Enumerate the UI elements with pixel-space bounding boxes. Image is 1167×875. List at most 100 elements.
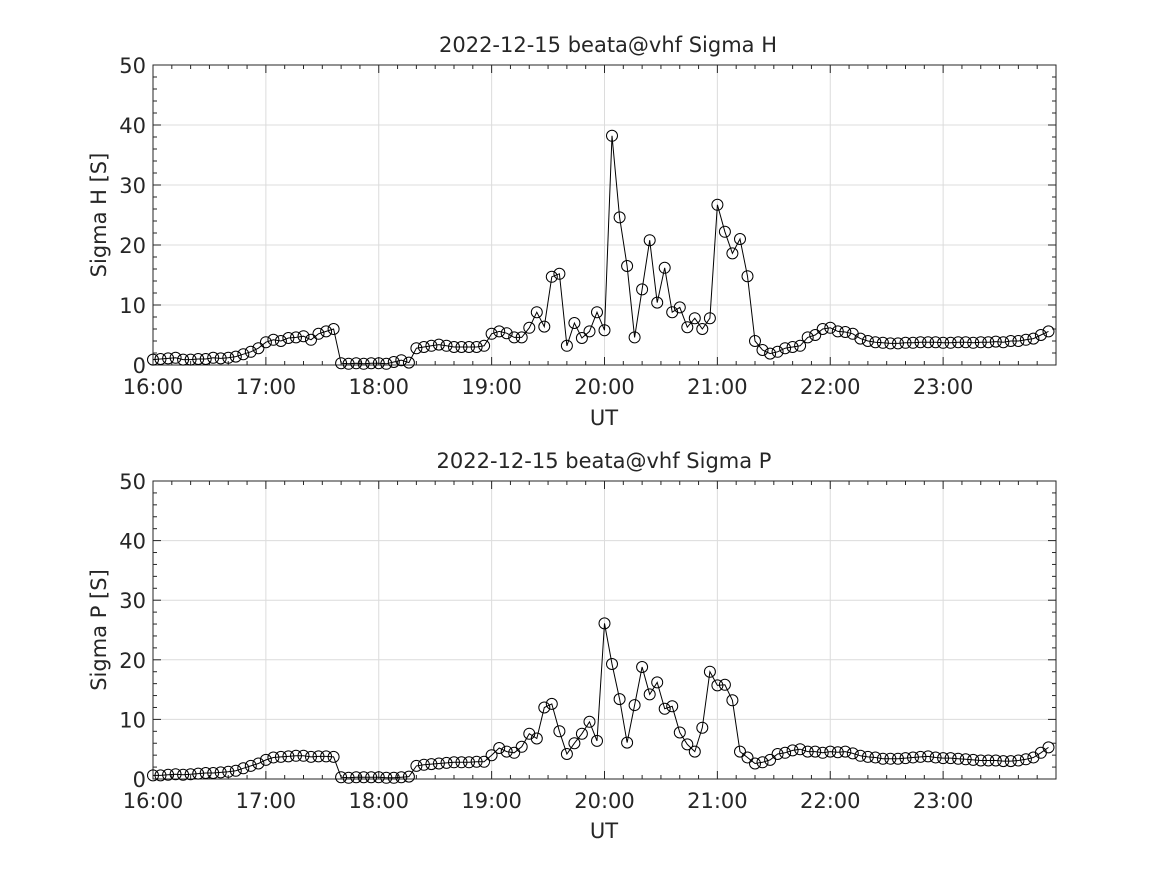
sigma-h-data-point bbox=[425, 339, 438, 352]
sigma-h-data-point bbox=[1027, 332, 1040, 345]
sigma-h-data-point bbox=[937, 336, 950, 349]
sigma-p-data-point bbox=[922, 750, 935, 763]
sigma-p-data-point bbox=[606, 658, 618, 670]
sigma-h-data-point bbox=[974, 336, 987, 349]
sigma-h-data-point bbox=[455, 341, 468, 353]
sigma-p-data-point bbox=[824, 745, 837, 758]
sigma-p-data-point bbox=[410, 759, 423, 772]
sigma-h-data-point bbox=[884, 337, 897, 350]
sigma-p-data-point bbox=[628, 699, 641, 712]
sigma-h-data-point bbox=[621, 260, 634, 272]
sigma-p-y-tick-label: 20 bbox=[119, 649, 146, 673]
sigma-h-data-point bbox=[305, 333, 317, 346]
sigma-h-data-point bbox=[703, 312, 716, 325]
sigma-p-data-point bbox=[997, 755, 1010, 768]
sigma-p-data-point bbox=[169, 768, 182, 781]
sigma-h-data-point bbox=[380, 357, 393, 370]
sigma-h-data-point bbox=[387, 356, 400, 368]
sigma-p-data-point bbox=[899, 752, 912, 765]
sigma-p-data-point bbox=[591, 734, 603, 747]
sigma-h-data-point bbox=[515, 331, 528, 344]
sigma-p-data-point bbox=[771, 748, 784, 760]
sigma-p-data-point bbox=[440, 756, 453, 769]
sigma-p-title: 2022-12-15 beata@vhf Sigma P bbox=[437, 449, 772, 473]
sigma-h-data-point bbox=[162, 352, 175, 365]
sigma-h-data-point bbox=[229, 350, 242, 363]
sigma-h-data-point bbox=[327, 323, 340, 335]
sigma-h-data-point bbox=[259, 336, 272, 349]
sigma-p-data-point bbox=[147, 769, 159, 782]
sigma-h-data-point bbox=[184, 353, 197, 366]
sigma-p-data-point bbox=[305, 750, 317, 763]
sigma-h-data-point bbox=[606, 129, 618, 142]
sigma-h-data-point bbox=[192, 353, 205, 365]
sigma-h-data-point bbox=[470, 341, 483, 353]
sigma-p-data-point bbox=[583, 715, 596, 728]
sigma-p-data-point bbox=[944, 752, 957, 765]
sigma-h-data-point bbox=[463, 341, 475, 353]
sigma-p-data-point bbox=[357, 771, 370, 784]
sigma-h-series-line bbox=[152, 135, 1049, 365]
sigma-p-data-point bbox=[530, 732, 543, 745]
sigma-h-data-point bbox=[869, 336, 882, 349]
sigma-h-data-point bbox=[568, 317, 581, 329]
sigma-p-data-point bbox=[259, 753, 272, 766]
sigma-h-data-point bbox=[222, 351, 235, 364]
sigma-p-data-point bbox=[387, 771, 400, 784]
sigma-p-data-point bbox=[681, 738, 694, 751]
sigma-p-data-point bbox=[794, 743, 807, 756]
sigma-p-data-point bbox=[267, 751, 280, 764]
sigma-p-data-point bbox=[222, 765, 235, 778]
sigma-p-data-point bbox=[636, 661, 649, 673]
sigma-h-data-point bbox=[297, 330, 310, 343]
sigma-p-data-point bbox=[290, 749, 302, 762]
sigma-h-data-point bbox=[643, 234, 656, 247]
sigma-h-data-point bbox=[500, 327, 513, 340]
sigma-p-data-point bbox=[613, 693, 626, 706]
sigma-h-data-point bbox=[207, 351, 220, 364]
sigma-p-data-point bbox=[229, 764, 242, 777]
sigma-h-data-point bbox=[598, 324, 611, 337]
sigma-p-x-tick-label: 19:00 bbox=[461, 789, 522, 813]
sigma-h-data-point bbox=[734, 233, 746, 245]
sigma-p-data-point bbox=[372, 771, 385, 784]
sigma-h-data-point bbox=[658, 261, 671, 274]
sigma-h-x-tick-label: 16:00 bbox=[123, 375, 184, 399]
sigma-p-data-point bbox=[718, 678, 731, 691]
sigma-p-data-point bbox=[907, 751, 919, 764]
sigma-p-data-point bbox=[395, 771, 408, 784]
sigma-h-data-point bbox=[711, 198, 724, 211]
sigma-h-data-point bbox=[508, 331, 521, 344]
sigma-p-data-point bbox=[402, 770, 415, 783]
sigma-h-data-point bbox=[922, 336, 935, 349]
sigma-h-y-tick-label: 10 bbox=[119, 294, 146, 318]
sigma-h-data-point bbox=[831, 325, 844, 338]
sigma-p-data-point bbox=[914, 750, 927, 763]
sigma-h-y-tick-label: 40 bbox=[119, 114, 146, 138]
sigma-h-ticks bbox=[152, 64, 1057, 366]
sigma-p-data-point bbox=[553, 725, 566, 738]
sigma-h-data-point bbox=[929, 336, 942, 349]
sigma-p-x-tick-label: 17:00 bbox=[236, 789, 297, 813]
sigma-p-data-point bbox=[432, 757, 445, 770]
sigma-p-data-point bbox=[952, 752, 965, 765]
sigma-p-x-tick-label: 20:00 bbox=[574, 789, 635, 813]
sigma-p-data-point bbox=[327, 750, 340, 763]
sigma-h-data-point bbox=[252, 342, 265, 355]
sigma-h-data-point bbox=[402, 356, 415, 369]
sigma-h-data-point bbox=[485, 327, 498, 340]
sigma-p-data-point bbox=[846, 747, 859, 760]
sigma-h-data-point bbox=[794, 339, 807, 352]
sigma-h-data-point bbox=[613, 211, 626, 224]
sigma-h-data-point bbox=[982, 336, 995, 349]
sigma-p-data-point bbox=[342, 771, 355, 784]
sigma-p-data-point bbox=[350, 771, 363, 784]
sigma-h-data-point bbox=[350, 357, 363, 370]
sigma-p-series-line bbox=[153, 623, 1049, 779]
sigma-h-data-point bbox=[688, 312, 701, 325]
sigma-h-data-point bbox=[824, 321, 837, 334]
sigma-h-data-point bbox=[493, 325, 506, 338]
sigma-h-data-point bbox=[944, 336, 957, 349]
sigma-h-data-point bbox=[892, 337, 904, 350]
sigma-h-data-point bbox=[440, 339, 453, 352]
